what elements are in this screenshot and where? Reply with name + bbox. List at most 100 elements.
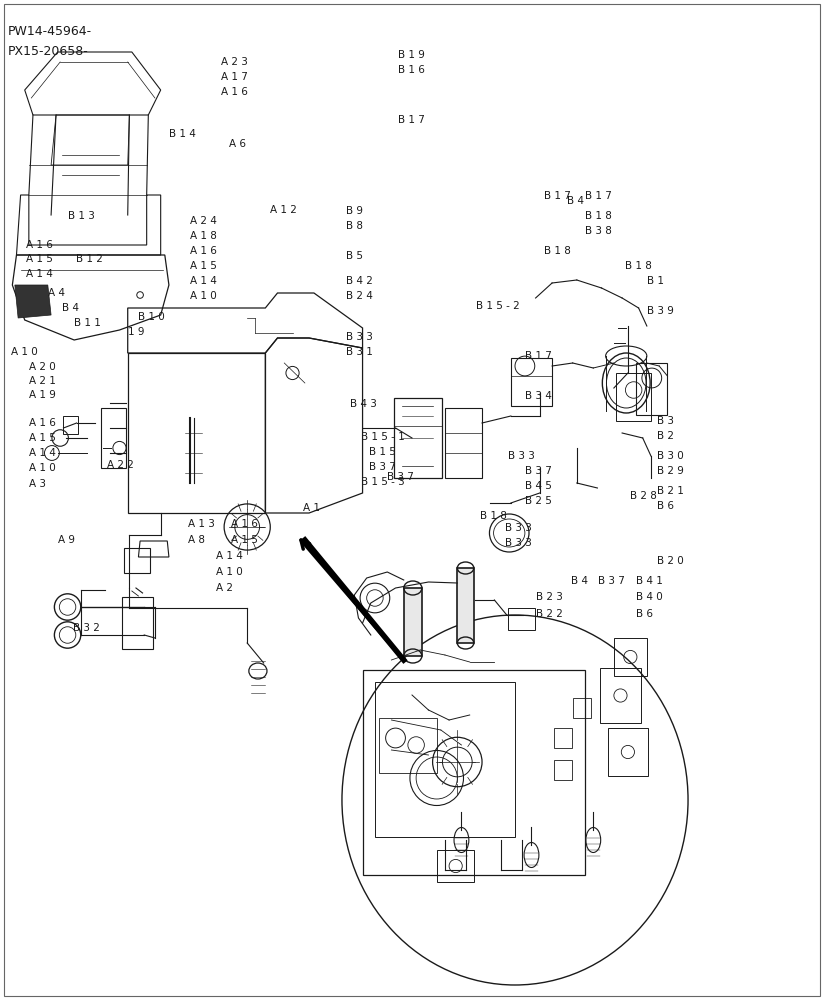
Text: B 9: B 9 [346,206,363,216]
Text: B 3 7: B 3 7 [525,466,552,476]
Bar [573,698,591,718]
Text: B 1 7: B 1 7 [525,351,552,361]
Text: B 3: B 3 [657,416,674,426]
Text: A 1: A 1 [303,503,321,513]
Text: PW14-45964-: PW14-45964- [8,25,92,38]
Bar [437,850,474,882]
Text: B 5: B 5 [346,251,363,261]
Text: A 1 5: A 1 5 [26,254,54,264]
Text: B 2 8: B 2 8 [630,491,658,501]
Text: A 4: A 4 [48,288,65,298]
Text: B 1 8: B 1 8 [480,511,507,521]
Text: B 3 2: B 3 2 [73,623,100,633]
Text: A 1 4: A 1 4 [29,448,56,458]
Text: B 1: B 1 [647,276,664,286]
Text: A 1 7: A 1 7 [221,72,248,82]
Text: B 2 9: B 2 9 [657,466,684,476]
Text: A 1 9: A 1 9 [29,390,56,400]
Text: B 1 3: B 1 3 [68,211,95,221]
Text: A 1 3: A 1 3 [188,519,215,529]
Text: A 2 0: A 2 0 [29,362,55,372]
Text: A 2: A 2 [216,583,233,593]
Text: B 1 4: B 1 4 [169,129,196,139]
Text: B 3 9: B 3 9 [647,306,674,316]
Text: A 1 6: A 1 6 [190,246,217,256]
Text: B 3 7: B 3 7 [369,462,396,472]
Text: A 2 3: A 2 3 [221,57,248,67]
Text: B 1 8: B 1 8 [625,261,652,271]
Bar [608,728,648,776]
Text: A 2 4: A 2 4 [190,216,217,226]
Text: B 3 7: B 3 7 [387,472,414,482]
Text: A 1 2: A 1 2 [270,205,297,215]
Text: A 1 0: A 1 0 [29,463,55,473]
Bar [363,670,585,875]
Text: A 1 0: A 1 0 [190,291,216,301]
Text: A 2 2: A 2 2 [107,460,134,470]
Text: B 3 7: B 3 7 [598,576,625,586]
Text: A 8: A 8 [188,535,205,545]
Text: B 1 5 - 1: B 1 5 - 1 [361,432,405,442]
Text: B 2: B 2 [657,431,674,441]
Bar [122,597,153,649]
Bar [375,682,515,837]
Text: B 2 3: B 2 3 [536,592,563,602]
Text: A 1 8: A 1 8 [190,231,217,241]
Text: B 3 3: B 3 3 [346,332,373,342]
Text: B 1 1: B 1 1 [74,318,101,328]
Text: B 1 0: B 1 0 [138,312,165,322]
Text: A 1 5: A 1 5 [29,433,56,443]
Bar [600,668,641,723]
Bar [394,398,442,478]
Bar [379,718,437,773]
Text: PX15-20658-: PX15-20658- [8,45,89,58]
Text: B 6: B 6 [657,501,674,511]
Text: B 1 8: B 1 8 [544,246,571,256]
Text: B 4 5: B 4 5 [525,481,552,491]
Text: B 3 1: B 3 1 [346,347,373,357]
Text: B 3 8: B 3 8 [585,226,612,236]
Bar [554,728,572,748]
Text: B 3 0: B 3 0 [657,451,683,461]
Text: B 2 1: B 2 1 [657,486,684,496]
Text: A 9: A 9 [58,535,75,545]
Text: B 4 2: B 4 2 [346,276,373,286]
Text: 1 9: 1 9 [128,327,144,337]
Bar [404,588,422,656]
Polygon shape [15,285,51,318]
Bar [554,760,572,780]
Text: A 1 0: A 1 0 [216,567,242,577]
Text: A 1 6: A 1 6 [221,87,248,97]
Text: B 4 1: B 4 1 [636,576,663,586]
Text: B 1 5: B 1 5 [369,447,396,457]
Text: A 1 6: A 1 6 [26,240,54,250]
Bar [63,416,78,434]
Text: B 2 2: B 2 2 [536,609,563,619]
Text: B 3 3: B 3 3 [505,538,532,548]
Text: B 4: B 4 [571,576,588,586]
Text: B 4 0: B 4 0 [636,592,662,602]
Text: A 1 6: A 1 6 [231,519,258,529]
Text: B 1 2: B 1 2 [76,254,103,264]
Bar [636,363,667,415]
Text: B 1 6: B 1 6 [398,65,425,75]
Text: A 1 5: A 1 5 [190,261,217,271]
Text: B 2 5: B 2 5 [525,496,552,506]
Text: A 2 1: A 2 1 [29,376,56,386]
Bar [457,568,474,643]
Text: B 2 0: B 2 0 [657,556,683,566]
Text: A 6: A 6 [229,139,246,149]
Text: B 1 7: B 1 7 [544,191,571,201]
Text: B 2 4: B 2 4 [346,291,373,301]
Text: B 4: B 4 [567,196,584,206]
Text: B 1 8: B 1 8 [585,211,612,221]
Bar [508,608,535,630]
Text: B 1 5 - 3: B 1 5 - 3 [361,477,405,487]
Text: B 8: B 8 [346,221,363,231]
Text: B 1 7: B 1 7 [585,191,612,201]
Text: A 1 6: A 1 6 [29,418,56,428]
Text: B 4 3: B 4 3 [350,399,377,409]
Text: B 1 5 - 2: B 1 5 - 2 [476,301,520,311]
Bar [616,373,651,421]
Bar [445,408,482,478]
